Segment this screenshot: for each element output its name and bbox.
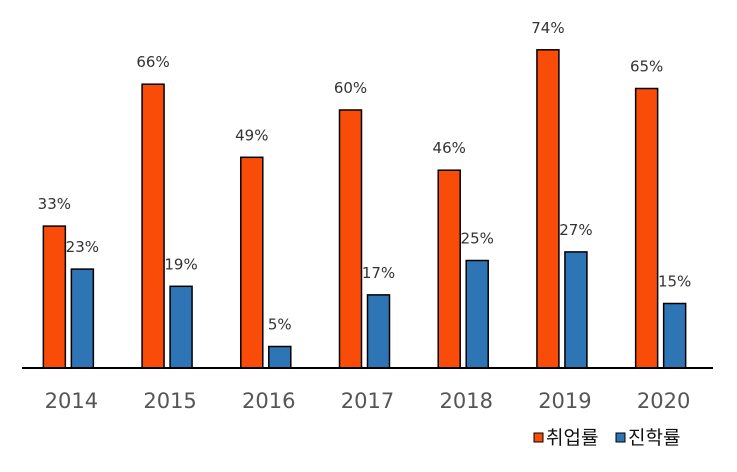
x-tick-label: 2017 — [341, 389, 394, 413]
data-label: 66% — [136, 53, 169, 71]
bar-employment-2018 — [437, 169, 461, 369]
data-label: 33% — [38, 195, 71, 213]
legend-label: 취업률 — [546, 427, 598, 449]
x-tick-label: 2019 — [538, 389, 591, 413]
bar-employment-2016 — [240, 156, 264, 369]
data-label: 46% — [433, 139, 466, 157]
bar-employment-2017 — [338, 109, 363, 369]
x-tick-label: 2020 — [637, 389, 690, 413]
legend-swatch — [533, 432, 544, 443]
data-label: 60% — [334, 79, 367, 97]
x-tick-label: 2016 — [242, 389, 295, 413]
data-label: 74% — [531, 19, 564, 37]
bar-advancement-2014 — [70, 268, 95, 369]
legend-swatch — [615, 432, 626, 443]
bar-employment-2015 — [141, 83, 165, 369]
bar-advancement-2017 — [366, 294, 391, 369]
data-label: 19% — [164, 255, 197, 273]
bar-advancement-2020 — [662, 302, 687, 369]
data-label: 49% — [235, 126, 268, 144]
bar-employment-2019 — [536, 49, 560, 369]
x-tick-label: 2015 — [143, 389, 196, 413]
data-label: 25% — [461, 230, 494, 248]
bar-advancement-2019 — [564, 251, 588, 369]
bar-advancement-2015 — [169, 285, 193, 369]
legend-label: 진학률 — [628, 427, 680, 449]
data-label: 27% — [559, 221, 592, 239]
bar-advancement-2016 — [268, 345, 292, 369]
x-tick-label: 2014 — [45, 389, 98, 413]
bar-employment-2020 — [634, 87, 659, 369]
data-label: 65% — [630, 58, 663, 76]
bar-employment-2014 — [42, 225, 67, 369]
data-label: 23% — [66, 238, 99, 256]
data-label: 15% — [658, 273, 691, 291]
bar-advancement-2018 — [465, 259, 489, 369]
x-tick-label: 2018 — [439, 389, 492, 413]
data-label: 5% — [268, 316, 292, 334]
data-label: 17% — [362, 264, 395, 282]
